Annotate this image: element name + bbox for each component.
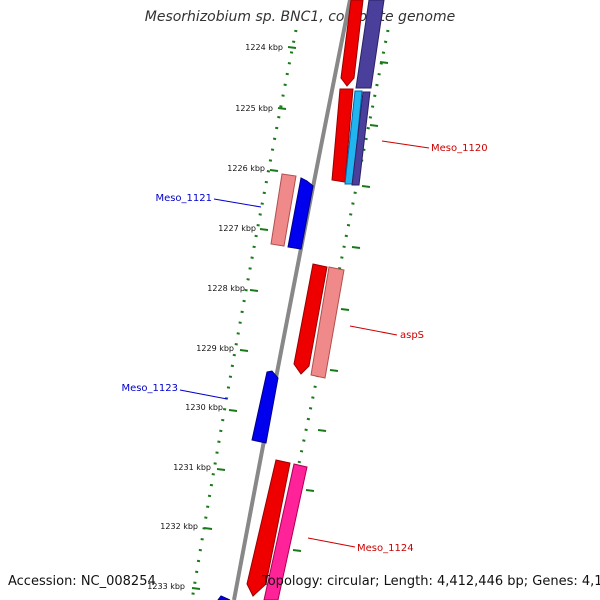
- tick-labels: 1224 kbp 1225 kbp 1226 kbp 1227 kbp 1228…: [147, 43, 283, 591]
- gene-features: [217, 0, 385, 600]
- tick-label: 1230 kbp: [185, 403, 223, 412]
- gene-feature[interactable]: [270, 173, 297, 247]
- tick-label: 1225 kbp: [235, 104, 273, 113]
- label-leader: [179, 389, 228, 400]
- gene-feature[interactable]: [340, 0, 364, 87]
- genome-backbone: [232, 0, 352, 600]
- gene-label-meso-1120[interactable]: Meso_1120: [431, 143, 488, 154]
- gene-label-meso-1124[interactable]: Meso_1124: [357, 543, 414, 554]
- label-leader: [349, 325, 398, 336]
- gene-feature[interactable]: [251, 370, 279, 444]
- tick-ring-inner: [190, 29, 298, 600]
- gene-feature[interactable]: [287, 177, 314, 250]
- tick-label: 1231 kbp: [173, 463, 211, 472]
- gene-feature[interactable]: [351, 91, 371, 186]
- tick-label: 1226 kbp: [227, 164, 265, 173]
- tick-label: 1229 kbp: [196, 344, 234, 353]
- gene-label-aspS[interactable]: aspS: [400, 330, 424, 341]
- topology-text: Topology: circular; Length: 4,412,446 bp…: [262, 574, 600, 589]
- gene-feature[interactable]: [355, 0, 385, 89]
- label-leader: [381, 140, 430, 149]
- major-ticks: [191, 46, 389, 590]
- gene-feature[interactable]: [246, 459, 291, 597]
- gene-feature[interactable]: [293, 263, 328, 375]
- tick-label: 1232 kbp: [160, 522, 198, 531]
- tick-label: 1228 kbp: [207, 284, 245, 293]
- label-leader: [307, 537, 356, 548]
- gene-labels: Meso_1120 Meso_1121 aspS Meso_1123 Meso_…: [121, 140, 488, 554]
- accession-text: Accession: NC_008254: [8, 574, 156, 589]
- tick-label: 1233 kbp: [147, 582, 185, 591]
- gene-feature[interactable]: [310, 266, 345, 379]
- gene-label-meso-1121[interactable]: Meso_1121: [155, 193, 212, 204]
- gene-feature[interactable]: [263, 463, 308, 600]
- tick-label: 1227 kbp: [218, 224, 256, 233]
- tick-label: 1224 kbp: [245, 43, 283, 52]
- gene-feature[interactable]: [217, 595, 231, 600]
- label-leader: [213, 198, 262, 208]
- gene-label-meso-1123[interactable]: Meso_1123: [121, 383, 178, 394]
